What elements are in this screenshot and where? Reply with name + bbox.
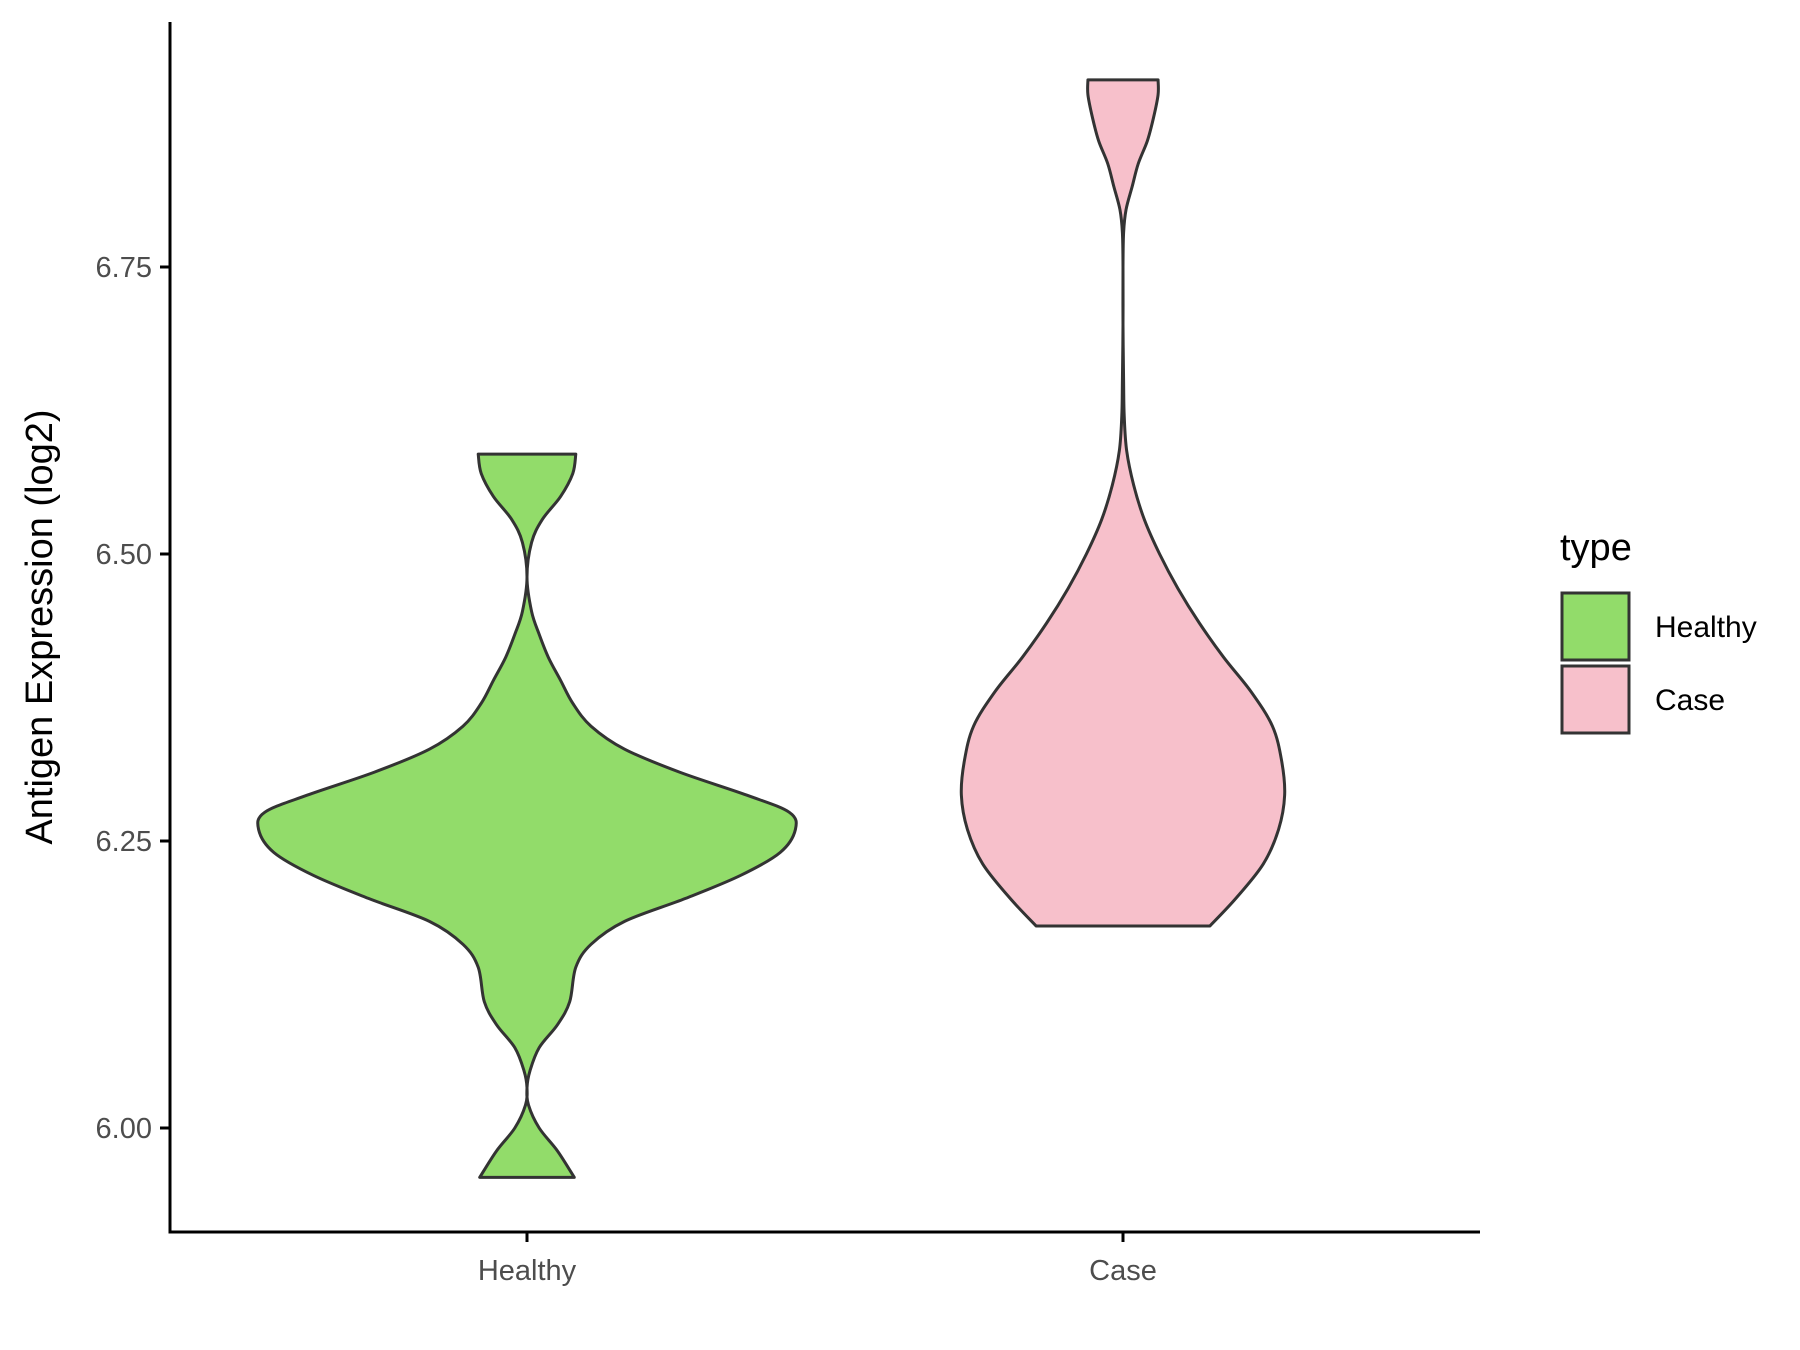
- legend-swatch-case: [1560, 664, 1631, 735]
- y-tick-label: 6.00: [96, 1113, 152, 1145]
- legend-items: Healthy Case: [1560, 591, 1757, 735]
- x-axis-ticks: Healthy Case: [478, 1232, 1157, 1287]
- legend-swatch-healthy: [1560, 591, 1631, 662]
- y-axis-title: Antigen Expression (log2): [19, 409, 61, 844]
- x-tick-label: Case: [1089, 1255, 1157, 1287]
- y-axis-ticks: 6.00 6.25 6.50 6.75: [96, 252, 170, 1145]
- y-tick-label: 6.50: [96, 539, 152, 571]
- violin-healthy: [256, 452, 798, 1179]
- x-tick-label: Healthy: [478, 1255, 577, 1287]
- legend-title: type: [1560, 527, 1632, 569]
- legend: type Healthy Case: [1560, 527, 1757, 735]
- violin-case: [959, 78, 1287, 928]
- violins-layer: [256, 78, 1287, 1179]
- legend-label-case: Case: [1655, 684, 1725, 717]
- y-tick-label: 6.75: [96, 252, 152, 284]
- y-tick-label: 6.25: [96, 826, 152, 858]
- legend-label-healthy: Healthy: [1655, 611, 1757, 644]
